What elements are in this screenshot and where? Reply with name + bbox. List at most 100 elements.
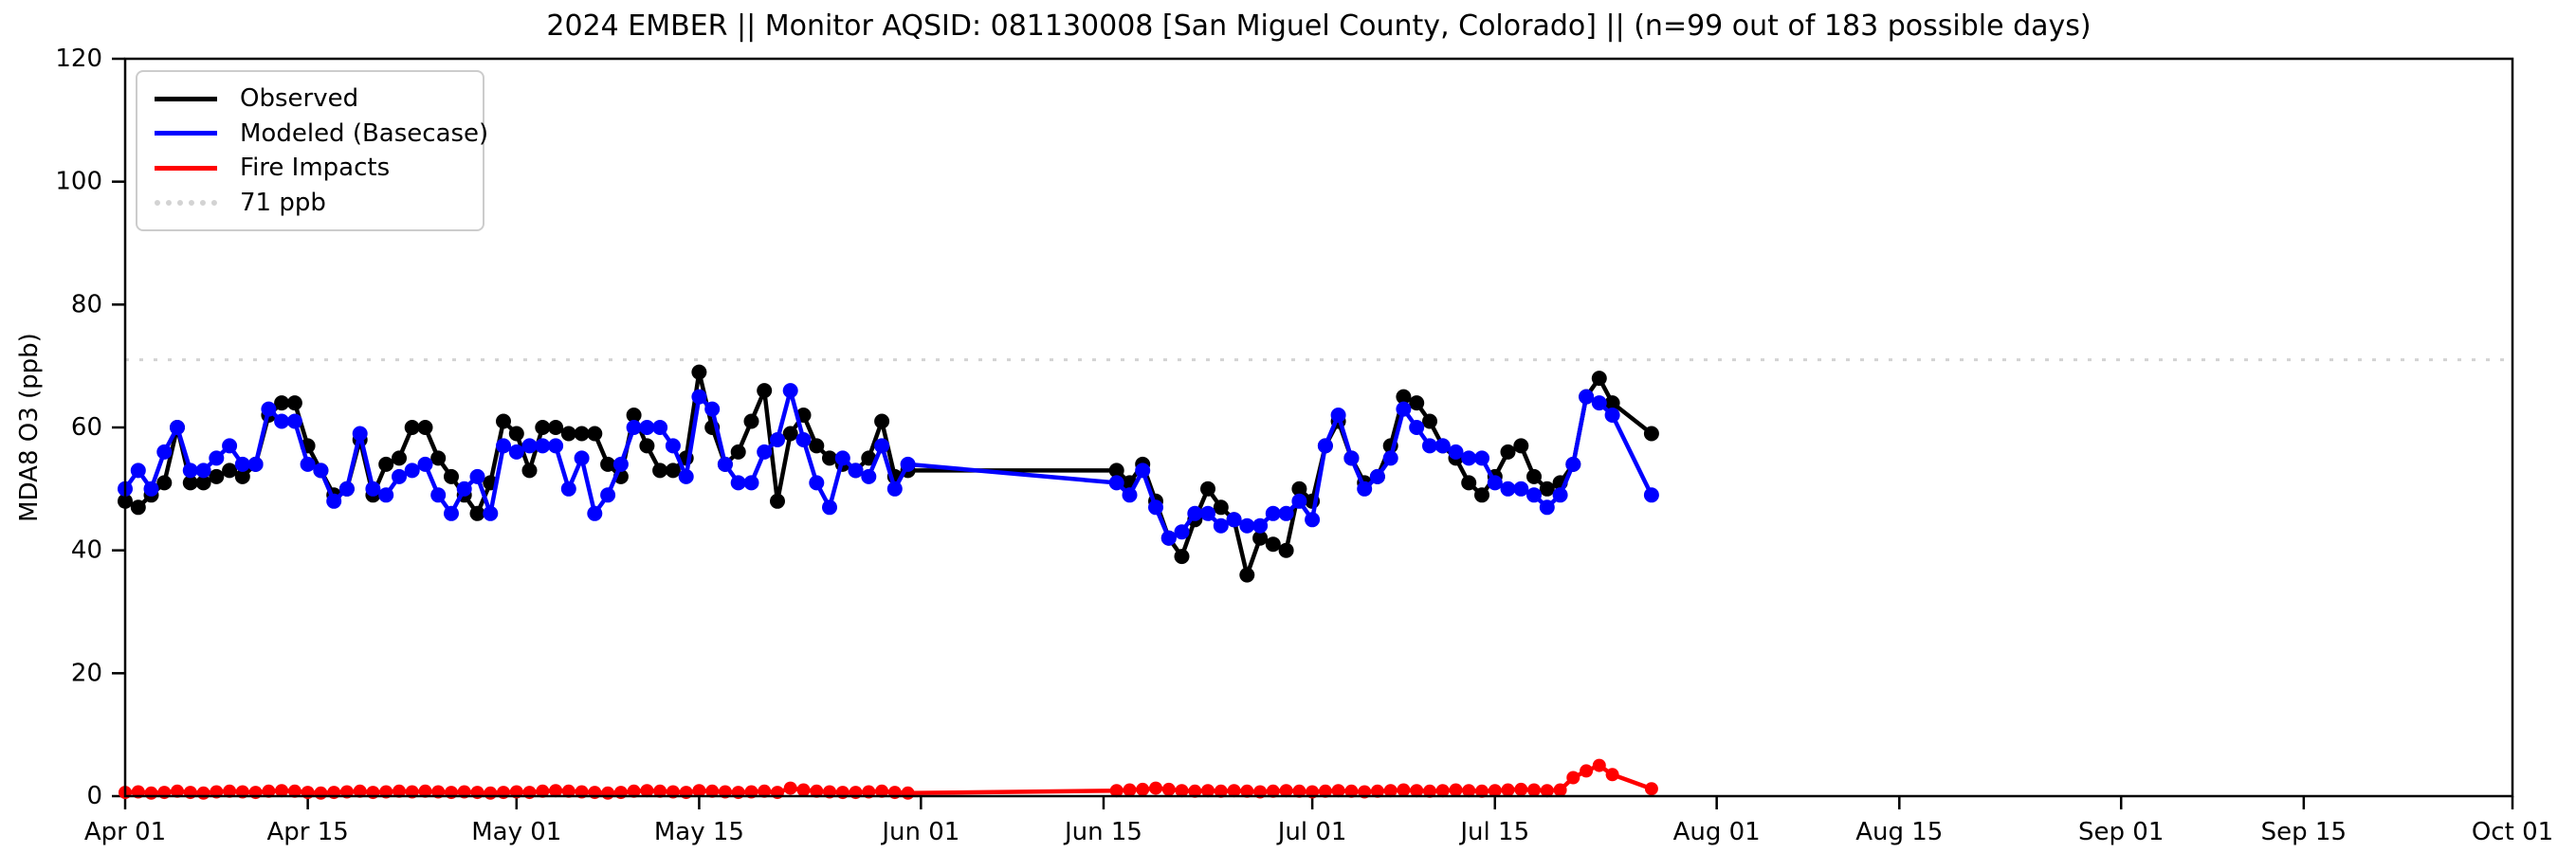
observed-data-point	[496, 413, 511, 429]
x-tick-label: Apr 01	[84, 818, 166, 846]
observed-data-point	[521, 463, 538, 479]
observed-data-point	[1239, 567, 1255, 583]
fire-data-point	[1462, 784, 1476, 798]
fire-data-point	[1566, 771, 1580, 785]
modeled-data-point	[809, 475, 825, 491]
fire-data-point	[1149, 781, 1162, 795]
chart-title: 2024 EMBER || Monitor AQSID: 081130008 […	[546, 9, 2092, 43]
modeled-data-point	[1539, 499, 1555, 516]
fire-data-point	[1410, 784, 1424, 798]
modeled-data-point	[1487, 475, 1503, 491]
x-tick-label: Sep 15	[2261, 818, 2347, 846]
modeled-data-point	[1500, 481, 1516, 497]
modeled-data-point	[143, 481, 159, 497]
x-tick-label: Jun 01	[880, 818, 959, 846]
modeled-data-point	[1448, 444, 1464, 460]
modeled-data-point	[757, 444, 773, 460]
observed-data-point	[430, 450, 447, 466]
modeled-data-point	[743, 475, 759, 491]
observed-data-point	[560, 426, 576, 442]
fire-data-point	[484, 786, 498, 800]
fire-data-point	[144, 786, 158, 800]
modeled-data-point	[1474, 450, 1489, 466]
fire-data-point	[1423, 784, 1436, 798]
modeled-data-point	[665, 438, 681, 454]
threshold-legend-swatch-icon	[155, 199, 217, 206]
modeled-data-point	[652, 420, 668, 435]
fire-data-point	[692, 784, 706, 798]
modeled-data-point	[417, 456, 433, 472]
fire-data-point	[393, 784, 406, 798]
modeled-data-point	[496, 438, 511, 454]
modeled-data-point	[848, 463, 864, 479]
fire-data-point	[262, 784, 276, 798]
modeled-data-point	[1174, 524, 1190, 540]
modeled-data-point	[1135, 463, 1151, 479]
modeled-data-point	[560, 481, 576, 497]
legend-item-threshold: 71 ppb	[155, 189, 483, 217]
x-tick-label: May 15	[654, 818, 744, 846]
fire-data-point	[1227, 784, 1241, 798]
fire-data-point	[1318, 784, 1332, 798]
observed-data-point	[1643, 426, 1659, 442]
x-tick-label: Aug 01	[1673, 818, 1761, 846]
modeled-data-point	[313, 463, 329, 479]
observed-data-point	[1409, 395, 1425, 411]
y-tick-label: 60	[71, 413, 102, 442]
modeled-data-point	[1552, 487, 1568, 503]
modeled-data-point	[1278, 505, 1294, 521]
observed-data-point	[1291, 481, 1307, 497]
modeled-data-point	[626, 420, 642, 435]
y-tick-label: 100	[55, 168, 102, 196]
modeled-data-point	[1604, 408, 1620, 423]
modeled-data-point	[1265, 505, 1281, 521]
fire-data-point	[1501, 783, 1515, 797]
modeled-data-point	[1382, 450, 1398, 466]
modeled-data-point	[1513, 481, 1529, 497]
observed-legend-swatch-icon	[155, 96, 217, 101]
x-tick-label: May 01	[471, 818, 561, 846]
observed-data-point	[809, 438, 825, 454]
fire-data-point	[783, 781, 797, 795]
fire-data-point	[1449, 783, 1463, 797]
fire-data-point	[1266, 784, 1280, 798]
observed-data-point	[1213, 499, 1229, 516]
fire-data-point	[275, 784, 289, 798]
y-tick-label: 120	[55, 45, 102, 73]
observed-data-point	[1461, 475, 1477, 491]
y-tick-label: 0	[86, 782, 102, 810]
observed-data-point	[1265, 536, 1281, 553]
fire-data-point	[171, 784, 184, 798]
modeled-data-point	[365, 481, 381, 497]
observed-data-point	[757, 383, 773, 399]
fire-data-point	[1435, 784, 1450, 798]
modeled-data-point	[548, 438, 564, 454]
modeled-data-point	[874, 438, 890, 454]
observed-data-point	[1539, 481, 1555, 497]
modeled-data-point	[378, 487, 394, 503]
observed-data-point	[1591, 371, 1607, 387]
fire-data-point	[561, 784, 575, 798]
fire-data-point	[1175, 784, 1189, 798]
modeled-data-point	[535, 438, 551, 454]
fire-data-point	[1214, 784, 1228, 798]
fire-legend-swatch-icon	[155, 165, 217, 171]
fire-data-point	[1644, 782, 1658, 796]
fire-data-point	[1292, 784, 1306, 798]
modeled-data-point	[639, 420, 655, 435]
modeled-data-point	[430, 487, 447, 503]
fire-data-point	[1383, 784, 1398, 798]
fire-data-point	[1240, 784, 1254, 798]
y-tick-label: 80	[71, 290, 102, 318]
legend: Observed Modeled (Basecase) Fire Impacts 71…	[136, 70, 488, 231]
fire-data-point	[1514, 782, 1528, 796]
x-tick-label: Sep 01	[2078, 818, 2164, 846]
legend-label: Modeled (Basecase)	[240, 118, 489, 148]
modeled-data-point	[286, 413, 302, 429]
modeled-data-point	[195, 463, 211, 479]
observed-data-point	[392, 450, 407, 466]
fire-data-point	[1136, 782, 1150, 796]
legend-item-observed: Observed	[155, 84, 483, 113]
legend-item-fire: Fire Impacts	[155, 154, 483, 182]
modeled-data-point	[247, 456, 264, 472]
